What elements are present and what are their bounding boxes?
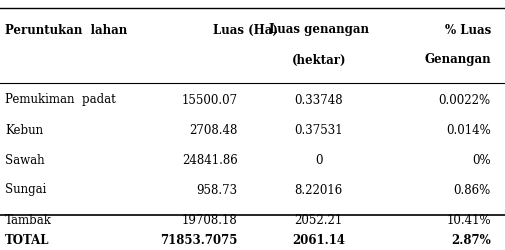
Text: TOTAL: TOTAL — [5, 234, 49, 246]
Text: Kebun: Kebun — [5, 124, 43, 136]
Text: Pemukiman  padat: Pemukiman padat — [5, 94, 116, 106]
Text: 24841.86: 24841.86 — [182, 154, 237, 166]
Text: 10.41%: 10.41% — [445, 214, 490, 226]
Text: Tambak: Tambak — [5, 214, 52, 226]
Text: Luas (Ha): Luas (Ha) — [212, 24, 277, 36]
Text: 958.73: 958.73 — [196, 184, 237, 196]
Text: 0.0022%: 0.0022% — [438, 94, 490, 106]
Text: 0.37531: 0.37531 — [294, 124, 342, 136]
Text: 8.22016: 8.22016 — [294, 184, 342, 196]
Text: 2.87%: 2.87% — [450, 234, 490, 246]
Text: 2708.48: 2708.48 — [189, 124, 237, 136]
Text: 0.86%: 0.86% — [452, 184, 490, 196]
Text: 0: 0 — [315, 154, 322, 166]
Text: 0.33748: 0.33748 — [294, 94, 342, 106]
Text: Peruntukan  lahan: Peruntukan lahan — [5, 24, 127, 36]
Text: Sungai: Sungai — [5, 184, 46, 196]
Text: 15500.07: 15500.07 — [181, 94, 237, 106]
Text: 2052.21: 2052.21 — [294, 214, 342, 226]
Text: 2061.14: 2061.14 — [292, 234, 344, 246]
Text: Sawah: Sawah — [5, 154, 44, 166]
Text: 0%: 0% — [471, 154, 490, 166]
Text: (hektar): (hektar) — [291, 54, 345, 66]
Text: 0.014%: 0.014% — [445, 124, 490, 136]
Text: Genangan: Genangan — [423, 54, 490, 66]
Text: Luas genangan: Luas genangan — [268, 24, 368, 36]
Text: % Luas: % Luas — [444, 24, 490, 36]
Text: 71853.7075: 71853.7075 — [160, 234, 237, 246]
Text: 19708.18: 19708.18 — [182, 214, 237, 226]
